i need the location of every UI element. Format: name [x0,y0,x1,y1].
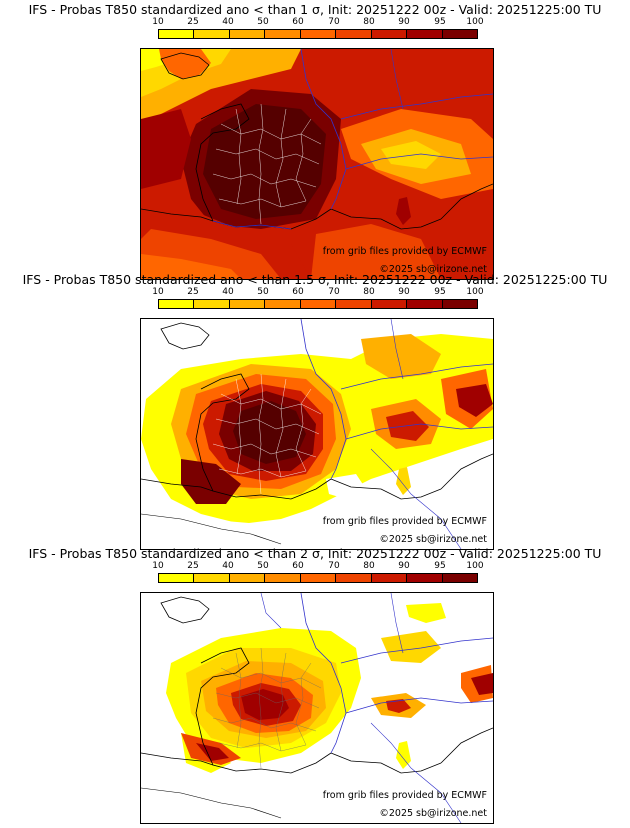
panel-title: IFS - Probas T850 standardized ano < tha… [22,272,608,287]
color-scale-bar [158,299,478,309]
copyright-credit: ©2025 sb@irizone.net [379,264,487,275]
scale-segment [442,300,477,308]
scale-segment [229,300,266,308]
scale-segment [371,30,408,38]
scale-label: 100 [466,287,484,297]
scale-label: 40 [222,17,234,27]
scale-segment [300,300,337,308]
scale-label: 25 [187,287,199,297]
data-source-credit: from grib files provided by ECMWF [322,790,487,801]
scale-segment [300,30,337,38]
map-panel-1: IFS - Probas T850 standardized ano < tha… [0,2,630,280]
color-scale-labels: 10 25 40 50 60 70 80 90 95 100 [148,561,488,573]
scale-label: 40 [222,561,234,571]
scale-label: 100 [466,561,484,571]
scale-label: 25 [187,17,199,27]
scale-segment [407,300,443,308]
probability-map: from grib files provided by ECMWF ©2025 … [140,318,494,550]
scale-segment [442,574,477,582]
probability-map: from grib files provided by ECMWF ©2025 … [140,592,494,824]
scale-segment [336,574,372,582]
probability-map: from grib files provided by ECMWF ©2025 … [140,48,494,280]
scale-segment [265,574,301,582]
scale-label: 95 [434,561,446,571]
color-scale-labels: 10 25 40 50 60 70 80 90 95 100 [148,17,488,29]
scale-segment [194,300,230,308]
scale-label: 100 [466,17,484,27]
copyright-credit: ©2025 sb@irizone.net [379,808,487,819]
copyright-credit: ©2025 sb@irizone.net [379,534,487,545]
scale-segment [159,30,195,38]
scale-segment [300,574,337,582]
scale-label: 25 [187,561,199,571]
scale-label: 10 [152,287,164,297]
scale-label: 50 [257,17,269,27]
scale-label: 10 [152,561,164,571]
panel-title: IFS - Probas T850 standardized ano < tha… [28,546,602,561]
scale-label: 40 [222,287,234,297]
panel-title: IFS - Probas T850 standardized ano < tha… [28,2,602,17]
scale-label: 60 [292,561,304,571]
scale-label: 70 [328,561,340,571]
scale-label: 90 [398,561,410,571]
scale-label: 95 [434,17,446,27]
scale-segment [194,574,230,582]
color-scale-labels: 10 25 40 50 60 70 80 90 95 100 [148,287,488,299]
map-svg [141,319,493,549]
scale-segment [229,574,266,582]
scale-label: 70 [328,17,340,27]
scale-segment [371,574,408,582]
scale-segment [371,300,408,308]
scale-label: 95 [434,287,446,297]
scale-label: 70 [328,287,340,297]
map-panel-3: IFS - Probas T850 standardized ano < tha… [0,546,630,824]
scale-segment [442,30,477,38]
scale-label: 60 [292,287,304,297]
scale-segment [194,30,230,38]
map-panel-2: IFS - Probas T850 standardized ano < tha… [0,272,630,550]
scale-label: 10 [152,17,164,27]
scale-segment [229,30,266,38]
scale-label: 80 [363,287,375,297]
scale-segment [265,300,301,308]
data-source-credit: from grib files provided by ECMWF [322,516,487,527]
scale-segment [159,574,195,582]
scale-label: 50 [257,561,269,571]
scale-label: 60 [292,17,304,27]
scale-segment [265,30,301,38]
color-scale-bar [158,29,478,39]
scale-segment [407,574,443,582]
scale-segment [336,30,372,38]
scale-segment [336,300,372,308]
scale-label: 90 [398,287,410,297]
scale-label: 50 [257,287,269,297]
map-svg [141,593,493,823]
data-source-credit: from grib files provided by ECMWF [322,246,487,257]
scale-label: 80 [363,561,375,571]
color-scale-bar [158,573,478,583]
map-svg [141,49,493,279]
scale-segment [407,30,443,38]
scale-label: 90 [398,17,410,27]
scale-segment [159,300,195,308]
scale-label: 80 [363,17,375,27]
